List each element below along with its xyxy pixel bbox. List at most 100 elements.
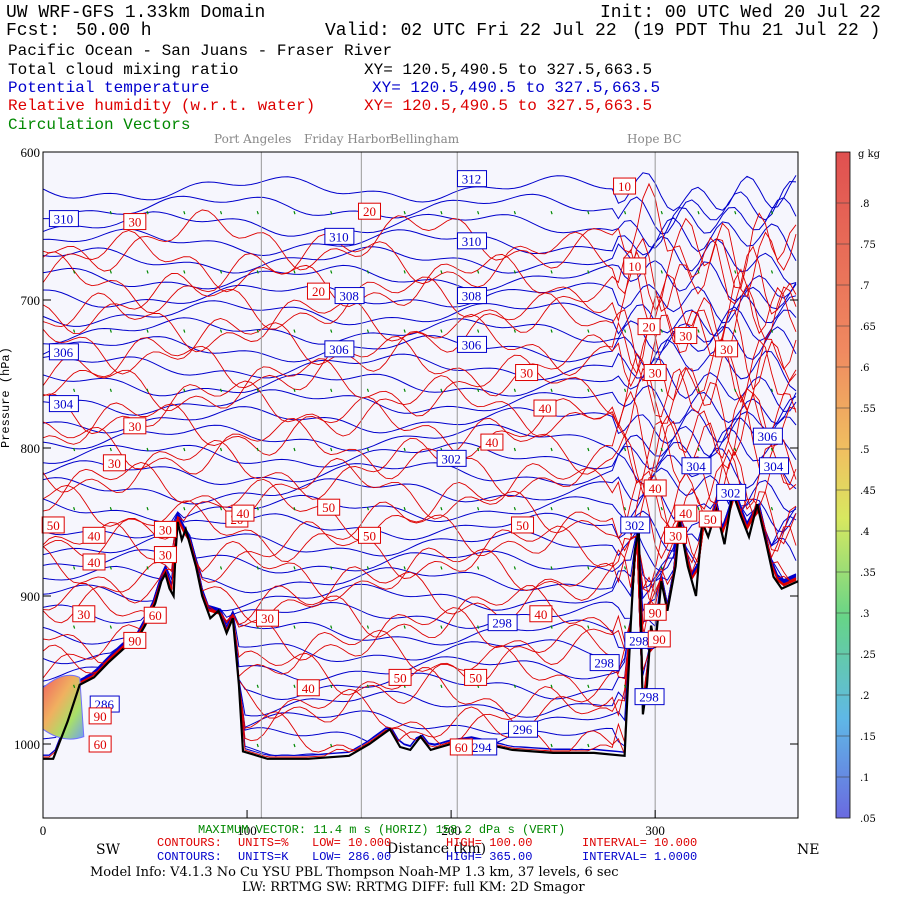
- vector-arrow: [73, 447, 76, 452]
- rh-label: 50: [363, 528, 376, 543]
- colorbar-tick-label: .75: [860, 240, 876, 251]
- vector-arrow: [109, 329, 112, 333]
- vector-arrow: [330, 566, 333, 570]
- vector-arrow: [440, 684, 443, 688]
- colorbar-tick-label: .45: [860, 486, 876, 497]
- y-axis-label: Pressure (hPa): [0, 347, 13, 448]
- region-title: Pacific Ocean - San Juans - Fraser River: [8, 42, 393, 60]
- theta-contour: [43, 467, 797, 513]
- vector-arrow: [256, 743, 259, 748]
- vector-arrow: [293, 447, 296, 452]
- rh-label-box: [317, 498, 341, 516]
- vector-arrow: [587, 211, 590, 215]
- vector-arrow: [587, 566, 590, 570]
- vector-arrow: [109, 447, 112, 452]
- theta-label-box: [436, 449, 467, 467]
- colorbar-tick-label: .25: [860, 650, 876, 661]
- vector-arrow: [330, 388, 333, 392]
- rh-label-box: [533, 399, 557, 417]
- plot-background: [43, 152, 798, 818]
- vector-arrow: [366, 566, 370, 570]
- y-tick-label: 600: [21, 145, 41, 160]
- rh-label: 50: [516, 518, 529, 533]
- theta-label-box: [457, 232, 488, 250]
- vector-arrow: [734, 270, 737, 274]
- vector-arrow: [109, 625, 112, 629]
- vector-arrow: [366, 684, 370, 688]
- rh-label: 30: [261, 611, 274, 626]
- x-axis-label: Distance (km): [387, 841, 487, 857]
- theta-label: 302: [721, 485, 741, 500]
- theta-label-box: [48, 343, 79, 361]
- vector-arrow: [366, 625, 370, 629]
- theta-label-box: [634, 688, 665, 706]
- theta-label: 298: [639, 690, 659, 705]
- vector-arrow: [146, 566, 149, 570]
- vector-arrow: [513, 507, 516, 511]
- rh-label-box: [123, 213, 147, 231]
- theta-label: 298: [492, 616, 512, 631]
- vector-arrow: [697, 447, 700, 452]
- rh-label: 30: [128, 215, 141, 230]
- vector-arrow: [660, 447, 663, 452]
- theta-label: 302: [625, 518, 645, 533]
- vector-arrow: [770, 447, 774, 452]
- vector-arrow: [440, 388, 443, 392]
- vector-arrow: [477, 507, 480, 511]
- vector-arrow: [770, 507, 774, 511]
- vector-arrow: [697, 329, 700, 333]
- place-friday-harbor: Friday Harbor: [304, 132, 392, 146]
- rh-label-box: [715, 340, 739, 358]
- theta-label: 310: [329, 229, 349, 244]
- vector-arrow: [146, 211, 149, 215]
- theta-label: 296: [513, 722, 533, 737]
- rh-label-box: [82, 553, 106, 571]
- vector-arrow: [477, 388, 480, 392]
- vector-arrow: [256, 211, 259, 215]
- theta-contour-units: UNITS=K: [238, 850, 289, 864]
- theta-contour: [43, 236, 797, 285]
- rh-contour: [43, 268, 797, 382]
- vector-arrow: [403, 566, 406, 570]
- vector-arrow: [330, 743, 333, 748]
- rh-label: 40: [302, 681, 315, 696]
- vector-arrow: [550, 684, 553, 688]
- theta-label: 298: [594, 656, 614, 671]
- rh-label-box: [102, 454, 126, 472]
- rh-contour: [43, 387, 797, 473]
- field-cloud-xy: XY= 120.5,490.5 to 327.5,663.5: [364, 61, 653, 79]
- rh-label-box: [231, 504, 255, 522]
- vector-arrow: [293, 743, 296, 748]
- rh-contour: [43, 352, 797, 457]
- vector-arrow: [660, 507, 663, 511]
- vector-arrow: [550, 566, 553, 570]
- vector-arrow: [587, 270, 590, 274]
- rh-label: 30: [679, 329, 692, 344]
- rh-label-box: [143, 606, 167, 624]
- rh-label: 30: [77, 607, 90, 622]
- vector-arrow: [587, 507, 590, 511]
- vector-arrow: [293, 684, 296, 688]
- vector-arrow: [256, 684, 259, 688]
- vector-arrow: [550, 270, 553, 274]
- sw-label: SW: [96, 842, 120, 858]
- vector-arrow: [623, 388, 627, 392]
- vector-arrow: [697, 270, 700, 274]
- vector-arrow: [293, 270, 296, 274]
- y-tick-label: 800: [21, 441, 41, 456]
- vector-arrow: [697, 507, 700, 511]
- vector-arrow: [550, 388, 553, 392]
- rh-contour-high: HIGH= 100.00: [446, 836, 533, 850]
- ne-label: NE: [797, 842, 820, 858]
- rh-label-box: [123, 631, 147, 649]
- vector-arrow: [550, 507, 553, 511]
- rh-label-box: [82, 526, 106, 544]
- rh-contour: [43, 337, 797, 439]
- rh-label-box: [88, 707, 112, 725]
- rh-contour: [43, 236, 797, 323]
- theta-contour: [43, 172, 797, 212]
- vector-arrow: [623, 566, 627, 570]
- vector-arrow: [403, 507, 406, 511]
- rh-label: 40: [236, 506, 249, 521]
- vector-arrow: [183, 447, 186, 452]
